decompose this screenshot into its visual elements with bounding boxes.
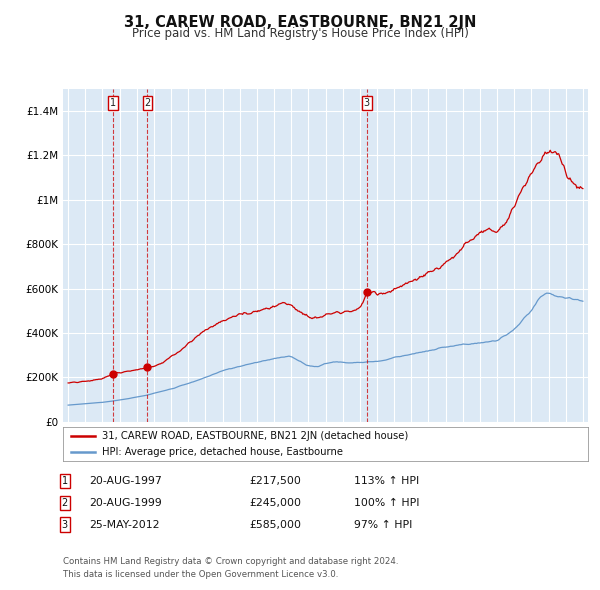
Text: £245,000: £245,000	[249, 498, 301, 507]
Text: 20-AUG-1999: 20-AUG-1999	[89, 498, 161, 507]
Text: 20-AUG-1997: 20-AUG-1997	[89, 476, 161, 486]
Text: £585,000: £585,000	[249, 520, 301, 529]
Text: 3: 3	[62, 520, 68, 529]
Text: 25-MAY-2012: 25-MAY-2012	[89, 520, 160, 529]
Text: Price paid vs. HM Land Registry's House Price Index (HPI): Price paid vs. HM Land Registry's House …	[131, 27, 469, 40]
Text: 31, CAREW ROAD, EASTBOURNE, BN21 2JN: 31, CAREW ROAD, EASTBOURNE, BN21 2JN	[124, 15, 476, 30]
Text: 97% ↑ HPI: 97% ↑ HPI	[354, 520, 412, 529]
Text: HPI: Average price, detached house, Eastbourne: HPI: Average price, detached house, East…	[103, 447, 343, 457]
Text: 2: 2	[62, 498, 68, 507]
Text: £217,500: £217,500	[249, 476, 301, 486]
Text: 1: 1	[62, 476, 68, 486]
Text: 113% ↑ HPI: 113% ↑ HPI	[354, 476, 419, 486]
Text: Contains HM Land Registry data © Crown copyright and database right 2024.: Contains HM Land Registry data © Crown c…	[63, 558, 398, 566]
Text: 31, CAREW ROAD, EASTBOURNE, BN21 2JN (detached house): 31, CAREW ROAD, EASTBOURNE, BN21 2JN (de…	[103, 431, 409, 441]
Text: 2: 2	[145, 98, 151, 108]
Text: 1: 1	[110, 98, 116, 108]
Text: 3: 3	[364, 98, 370, 108]
Text: This data is licensed under the Open Government Licence v3.0.: This data is licensed under the Open Gov…	[63, 571, 338, 579]
Text: 100% ↑ HPI: 100% ↑ HPI	[354, 498, 419, 507]
